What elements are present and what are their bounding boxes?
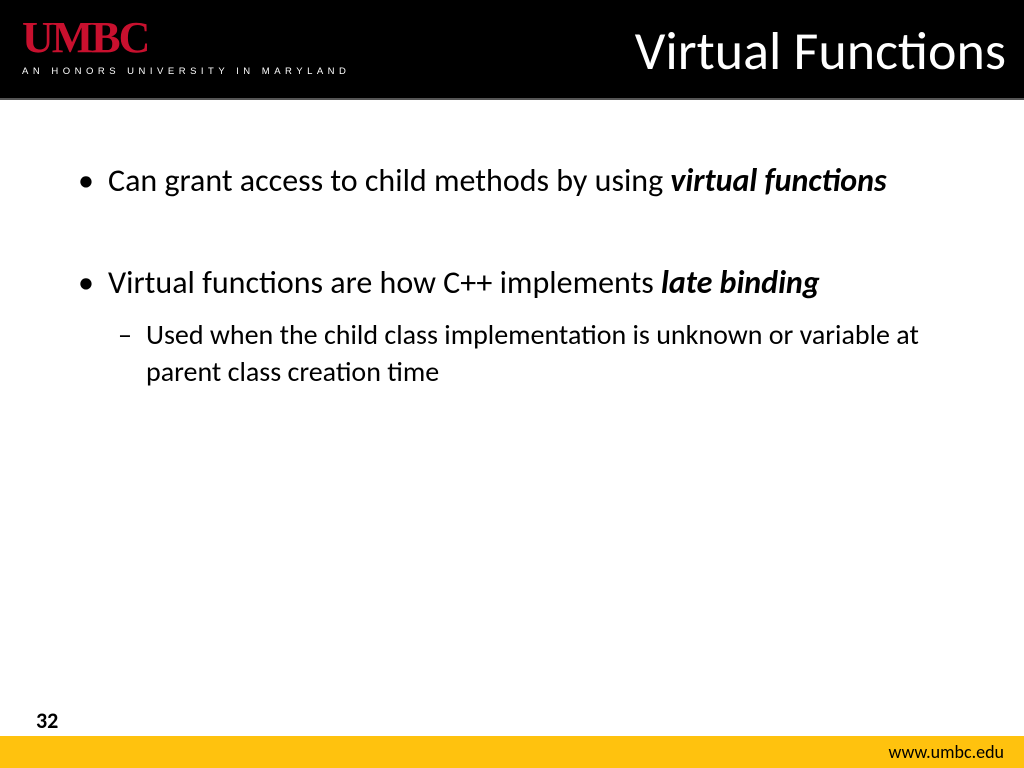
slide-title: Virtual Functions	[635, 18, 1006, 84]
slide-header: UMBC AN HONORS UNIVERSITY IN MARYLAND Vi…	[0, 0, 1024, 100]
bullet-text-em: late binding	[661, 263, 820, 302]
bullet-text-pre: Can grant access to child methods by usi…	[108, 161, 670, 200]
bullet-text-em: virtual functions	[670, 161, 886, 200]
page-number: 32	[36, 707, 58, 734]
sub-bullet-item: Used when the child class implementation…	[108, 317, 974, 390]
logo-main: UMBC	[22, 16, 350, 60]
footer-url: www.umbc.edu	[889, 741, 1004, 763]
sub-bullet-list: Used when the child class implementation…	[108, 317, 974, 390]
bullet-text-pre: Virtual functions are how C++ implements	[108, 263, 661, 302]
slide-content: Can grant access to child methods by usi…	[0, 100, 1024, 390]
logo-block: UMBC AN HONORS UNIVERSITY IN MARYLAND	[22, 16, 350, 77]
slide-footer: www.umbc.edu	[0, 736, 1024, 768]
logo-tagline: AN HONORS UNIVERSITY IN MARYLAND	[22, 66, 350, 77]
bullet-item: Virtual functions are how C++ implements…	[70, 262, 974, 390]
bullet-list: Can grant access to child methods by usi…	[70, 160, 974, 390]
bullet-item: Can grant access to child methods by usi…	[70, 160, 974, 202]
